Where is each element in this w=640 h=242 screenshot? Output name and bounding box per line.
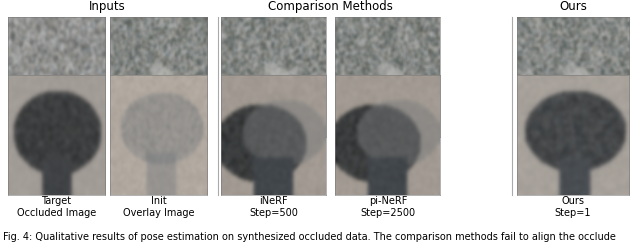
Text: Comparison Methods: Comparison Methods bbox=[268, 0, 394, 13]
Text: Inputs: Inputs bbox=[89, 0, 126, 13]
Text: Target
Occluded Image: Target Occluded Image bbox=[17, 196, 96, 219]
Text: Init
Overlay Image: Init Overlay Image bbox=[123, 196, 195, 219]
Text: Ours: Ours bbox=[559, 0, 587, 13]
Text: pi-NeRF
Step=2500: pi-NeRF Step=2500 bbox=[360, 196, 415, 219]
Text: iNeRF
Step=500: iNeRF Step=500 bbox=[250, 196, 298, 219]
Text: Fig. 4: Qualitative results of pose estimation on synthesized occluded data. The: Fig. 4: Qualitative results of pose esti… bbox=[3, 232, 616, 242]
Text: Ours
Step=1: Ours Step=1 bbox=[555, 196, 591, 219]
